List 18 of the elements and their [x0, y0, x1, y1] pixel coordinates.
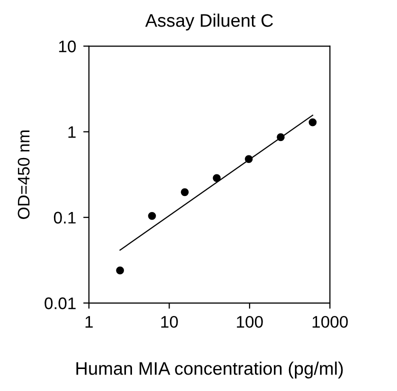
point [148, 212, 156, 220]
x-tick-label: 1000 [312, 316, 348, 328]
point [244, 155, 253, 164]
point [212, 174, 221, 182]
x-tick-label: 10 [161, 316, 178, 328]
y-tick-label: 0.1 [54, 212, 76, 224]
x-tick-label: 100 [236, 316, 263, 328]
point [116, 266, 124, 274]
chart-title: Assay Diluent C [145, 14, 273, 30]
y-tick-label: 10 [59, 40, 76, 52]
y-axis-title: OD=450 nm [18, 130, 30, 219]
x-tick-label: 1 [86, 316, 93, 328]
y-tick-label: 1 [68, 126, 76, 138]
x-axis-title: Human MIA concentration (pg/ml) [76, 362, 343, 378]
point [180, 188, 189, 196]
y-tick-label: 0.01 [44, 297, 76, 310]
point [308, 118, 317, 126]
point [276, 133, 285, 142]
